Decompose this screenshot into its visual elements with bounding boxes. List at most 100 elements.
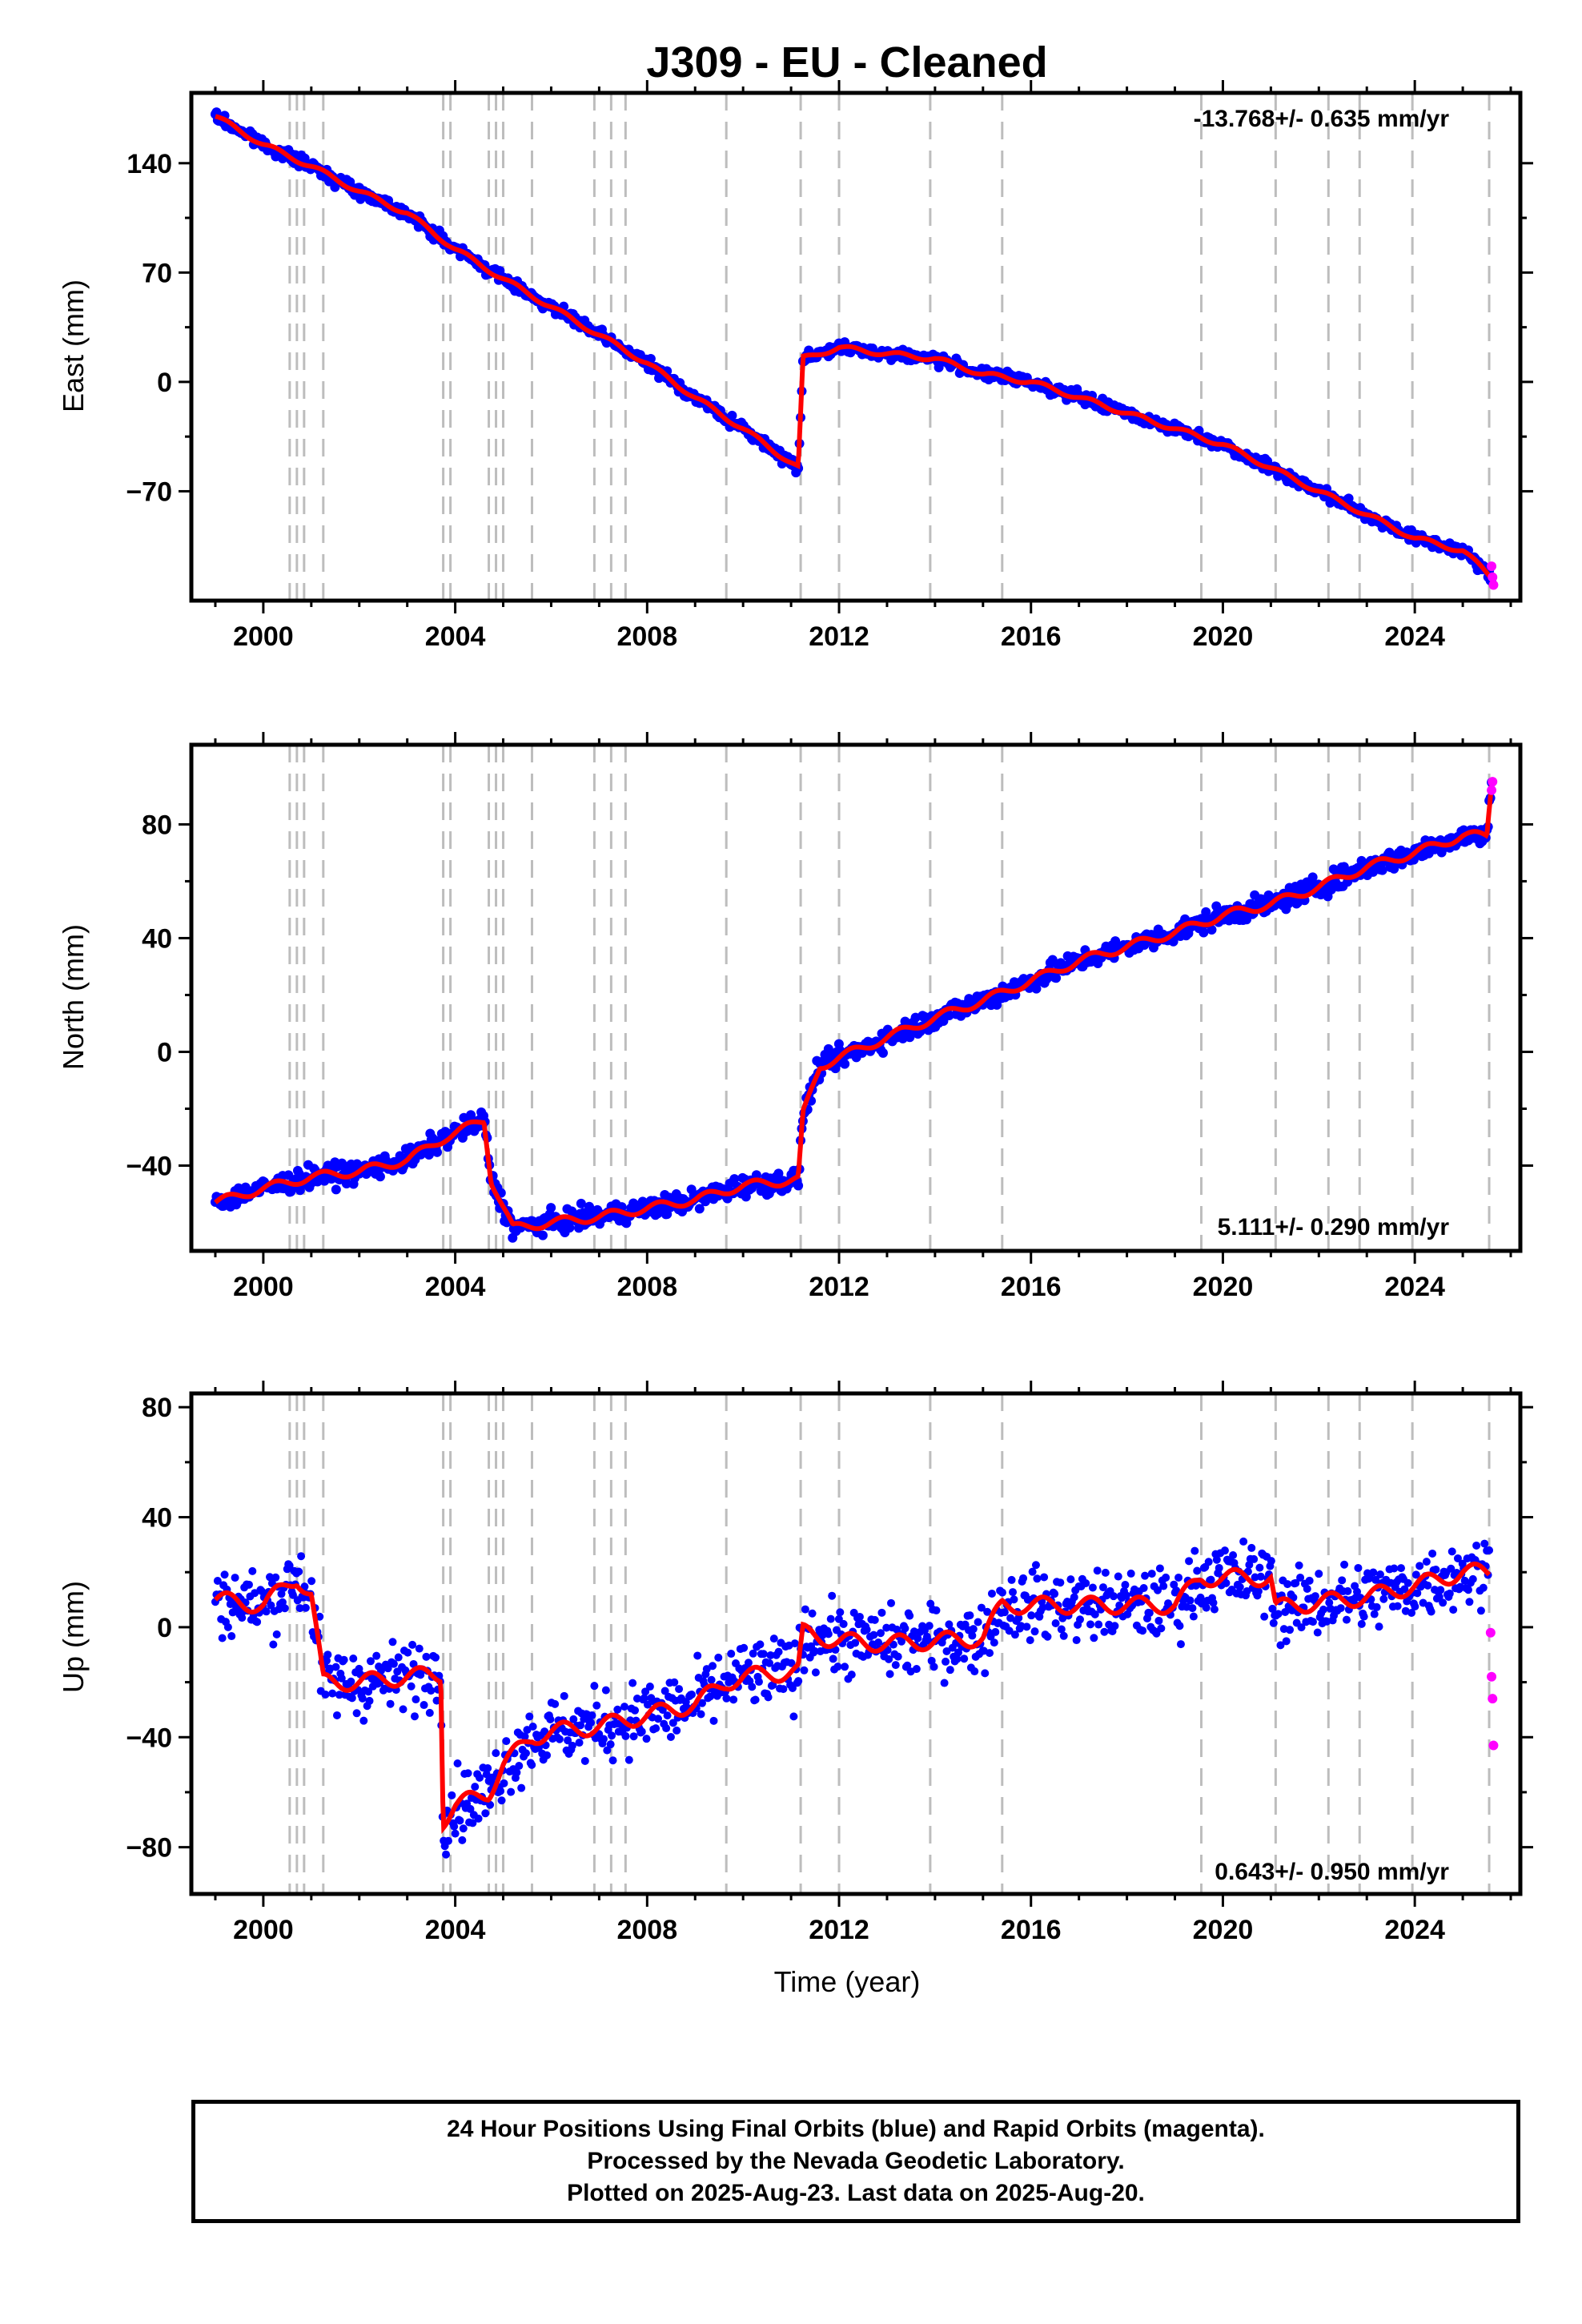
final-orbit-point: [1115, 1601, 1124, 1610]
y-tick-label: 40: [142, 1503, 172, 1534]
final-orbit-point: [1464, 1586, 1472, 1594]
final-orbit-point: [1435, 1592, 1443, 1601]
final-orbit-point: [1297, 1623, 1306, 1632]
final-orbit-points: [211, 1537, 1494, 1859]
final-orbit-point: [621, 1731, 630, 1740]
final-orbit-point: [1094, 1620, 1103, 1629]
final-orbit-point: [794, 1677, 803, 1686]
final-orbit-point: [1465, 1598, 1474, 1606]
final-orbit-point: [347, 1677, 355, 1686]
final-orbit-point: [1175, 1622, 1184, 1630]
final-orbit-point: [1268, 1604, 1277, 1613]
final-orbit-point: [840, 1059, 850, 1069]
final-orbit-point: [870, 1615, 879, 1624]
final-orbit-point: [1189, 1612, 1198, 1621]
final-orbit-point: [855, 1612, 864, 1621]
final-orbit-point: [882, 1623, 891, 1632]
final-orbit-point: [328, 1689, 337, 1698]
final-orbit-point: [300, 1582, 309, 1591]
final-orbit-point: [722, 1694, 731, 1703]
final-orbit-point: [643, 1700, 652, 1709]
final-orbit-point: [1031, 1561, 1040, 1570]
final-orbit-point: [727, 1650, 736, 1659]
footer-line-2: Processed by the Nevada Geodetic Laborat…: [587, 2148, 1125, 2174]
final-orbit-point: [1093, 1566, 1102, 1575]
final-orbit-point: [321, 1690, 330, 1699]
final-orbit-point: [1247, 1543, 1256, 1552]
final-orbit-point: [670, 1678, 679, 1687]
final-orbit-point: [801, 1605, 809, 1614]
final-orbit-point: [974, 1618, 982, 1626]
final-orbit-point: [1308, 1618, 1317, 1626]
final-orbit-point: [450, 1822, 459, 1831]
final-orbit-point: [481, 1809, 490, 1818]
rapid-orbit-point: [1488, 580, 1499, 590]
final-orbit-point: [1147, 1570, 1156, 1578]
final-orbit-point: [244, 1580, 253, 1589]
final-orbit-point: [588, 1711, 596, 1719]
final-orbit-point: [1028, 1567, 1037, 1576]
final-orbit-point: [740, 1643, 749, 1652]
chart-title: J309 - EU - Cleaned: [646, 38, 1047, 86]
final-orbit-point: [592, 1701, 601, 1710]
final-orbit-point: [658, 1706, 667, 1715]
final-orbit-point: [466, 1804, 475, 1813]
final-orbit-point: [987, 1589, 996, 1598]
final-orbit-point: [1075, 1615, 1084, 1624]
final-orbit-point: [891, 1661, 900, 1670]
final-orbit-point: [341, 1179, 351, 1189]
final-orbit-point: [824, 1630, 833, 1638]
final-orbit-point: [1098, 1583, 1107, 1592]
final-orbit-point: [877, 1608, 886, 1617]
final-orbit-point: [885, 1670, 894, 1679]
final-orbit-point: [1229, 1550, 1238, 1559]
final-orbit-point: [1000, 1608, 1009, 1617]
final-orbit-point: [546, 1715, 555, 1723]
final-orbit-point: [1005, 1626, 1014, 1635]
final-orbit-point: [983, 1607, 992, 1616]
final-orbit-point: [945, 1620, 954, 1629]
final-orbit-point: [709, 1716, 718, 1725]
final-orbit-point: [1033, 1574, 1042, 1583]
final-orbit-point: [248, 1566, 257, 1575]
final-orbit-point: [227, 1632, 236, 1641]
final-orbit-point: [1422, 1558, 1431, 1566]
final-orbit-point: [968, 1631, 977, 1640]
final-orbit-point: [876, 1629, 885, 1638]
final-orbit-point: [1260, 1612, 1269, 1621]
final-orbit-point: [1030, 1627, 1039, 1636]
final-orbit-point: [278, 1598, 287, 1606]
final-orbit-points: [210, 777, 1497, 1243]
final-orbit-point: [1411, 1602, 1419, 1611]
final-orbit-point: [1377, 865, 1387, 875]
final-orbit-point: [1110, 1622, 1119, 1630]
y-tick-label: 40: [142, 923, 172, 954]
final-orbit-point: [412, 1695, 420, 1704]
final-orbit-point: [213, 1576, 222, 1585]
y-tick-label: 0: [157, 1613, 172, 1643]
final-orbit-point: [223, 1622, 232, 1631]
final-orbit-point: [998, 1588, 1006, 1597]
plot-frame: [189, 742, 1523, 1253]
final-orbit-point: [271, 1573, 280, 1582]
final-orbit-point: [969, 1625, 978, 1634]
final-orbit-point: [523, 1726, 532, 1735]
final-orbit-point: [399, 1705, 408, 1714]
final-orbit-point: [930, 1663, 938, 1671]
y-tick-label: −40: [126, 1723, 172, 1753]
rate-label-east: -13.768+/- 0.635 mm/yr: [1194, 106, 1450, 132]
final-orbit-point: [484, 1763, 492, 1772]
final-orbit-point: [422, 1652, 431, 1661]
final-orbit-point: [372, 1651, 381, 1660]
final-orbit-point: [1152, 1629, 1161, 1638]
final-orbit-point: [1007, 1575, 1016, 1584]
final-orbit-point: [564, 1736, 572, 1745]
final-orbit-point: [1325, 1598, 1334, 1607]
final-orbit-point: [829, 1655, 837, 1663]
final-orbit-point: [903, 1661, 912, 1670]
final-orbit-point: [1027, 1611, 1036, 1620]
final-orbit-point: [942, 1647, 951, 1655]
final-orbit-point: [1066, 1575, 1075, 1584]
final-orbit-point: [1436, 1586, 1445, 1594]
final-orbit-point: [1090, 1634, 1098, 1642]
